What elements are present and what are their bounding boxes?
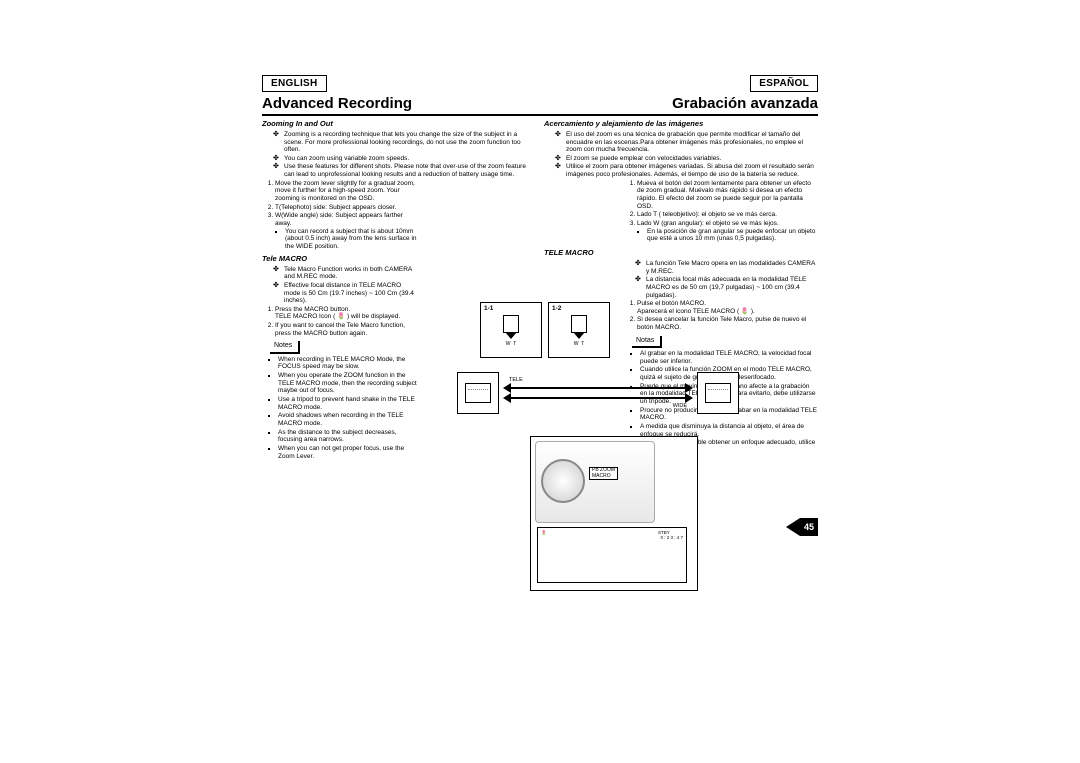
title-left: Advanced Recording — [262, 95, 412, 112]
bullet: Effective focal distance in TELE MACRO m… — [284, 282, 418, 305]
bullet: Zooming is a recording technique that le… — [284, 131, 536, 154]
section-telemacro-es: TELE MACRO — [544, 249, 818, 258]
bullet: El uso del zoom es una técnica de grabac… — [566, 131, 818, 154]
lang-english: ENGLISH — [262, 75, 327, 92]
bullet: Use these features for different shots. … — [284, 163, 536, 178]
figure-1-2: 1-2 W T — [548, 302, 610, 358]
step: W(Wide angle) side: Subject appears fart… — [275, 212, 418, 250]
bullet: Utilice el zoom para obtener imágenes va… — [566, 163, 818, 178]
thumb-left — [457, 372, 499, 414]
step-text: Lado W (gran angular): el objeto se ve m… — [637, 220, 779, 227]
step-text: W(Wide angle) side: Subject appears fart… — [275, 212, 403, 227]
bullet: El zoom se puede emplear con velocidades… — [566, 155, 818, 163]
lcd-status: STBY 0 : 2 3 : 4 7 — [658, 530, 683, 540]
notes-label: Notes — [270, 341, 300, 353]
section-zooming: Zooming In and Out — [262, 120, 536, 129]
thumb-right — [697, 372, 739, 414]
triangle-icon — [786, 518, 800, 536]
bullet: Tele Macro Function works in both CAMERA… — [284, 266, 418, 281]
title-right: Grabación avanzada — [672, 95, 818, 112]
w-t-label: W T — [506, 341, 517, 347]
double-arrow-icon — [503, 393, 693, 403]
note: When you can not get proper focus, use t… — [278, 445, 418, 460]
note: When you operate the ZOOM function in th… — [278, 372, 418, 395]
figure-1-2-label: 1-2 — [552, 305, 561, 312]
w-t-label: W T — [574, 341, 585, 347]
note: When recording in TELE MACRO Mode, the F… — [278, 356, 418, 371]
figure-tele-wide: TELE WIDE — [457, 364, 739, 422]
camera-lcd: 🌷STBY 0 : 2 3 : 4 7 — [537, 527, 687, 583]
section-telemacro: Tele MACRO — [262, 255, 418, 264]
step: T(Telephoto) side: Subject appears close… — [275, 204, 418, 212]
figure-row-top: 1-1 W T 1-2 W T — [480, 302, 720, 358]
note: Avoid shadows when recording in the TELE… — [278, 412, 418, 427]
wide-label: WIDE — [673, 403, 687, 409]
figure-1-1: 1-1 W T — [480, 302, 542, 358]
step: Lado T ( teleobjetivo): el objeto se ve … — [637, 211, 818, 219]
double-arrow-icon — [503, 383, 693, 393]
step: If you want to cancel the Tele Macro fun… — [275, 322, 418, 337]
substep: You can record a subject that is about 1… — [285, 228, 418, 251]
substep: En la posición de gran angular se puede … — [647, 228, 818, 243]
figure-camera: PB ZOOM MACRO 🌷STBY 0 : 2 3 : 4 7 — [530, 436, 698, 591]
step: Mueva el botón del zoom lentamente para … — [637, 180, 818, 211]
step: Press the MACRO button. TELE MACRO Icon … — [275, 306, 418, 321]
section-zooming-es: Acercamiento y alejamiento de las imágen… — [544, 120, 818, 129]
lang-espanol: ESPAÑOL — [750, 75, 818, 92]
note: Use a tripod to prevent hand shake in th… — [278, 396, 418, 411]
bullet: You can zoom using variable zoom speeds. — [284, 155, 536, 163]
macro-label: MACRO — [592, 473, 611, 479]
figure-1-1-label: 1-1 — [484, 305, 493, 312]
language-row: ENGLISH ESPAÑOL — [262, 75, 818, 92]
bullet: La distancia focal más adecuada en la mo… — [646, 276, 818, 299]
step: Lado W (gran angular): el objeto se ve m… — [637, 220, 818, 243]
manual-page: ENGLISH ESPAÑOL Advanced Recording Graba… — [0, 0, 1080, 763]
arrow-down-icon — [571, 315, 587, 333]
page-number-marker: 45 — [786, 518, 818, 536]
page-number: 45 — [800, 518, 818, 536]
bullet: La función Tele Macro opera en las modal… — [646, 260, 818, 275]
note: As the distance to the subject decreases… — [278, 429, 418, 444]
arrow-down-icon — [503, 315, 519, 333]
step: Move the zoom lever slightly for a gradu… — [275, 180, 418, 203]
